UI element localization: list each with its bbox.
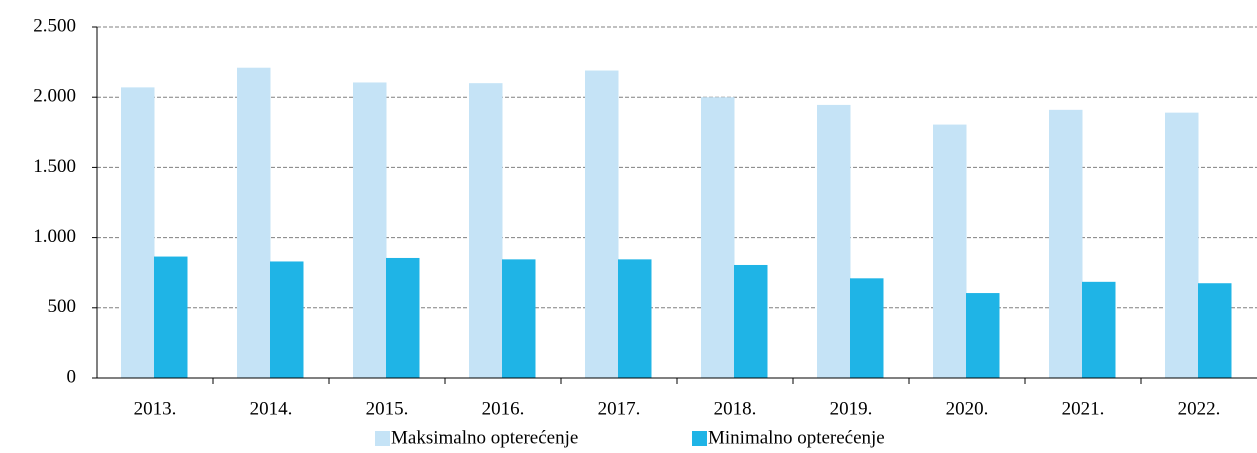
bar <box>933 124 967 378</box>
x-tick-label: 2020. <box>946 398 989 419</box>
y-tick-label: 0 <box>67 366 77 387</box>
bar <box>618 259 652 378</box>
x-tick-label: 2013. <box>134 398 177 419</box>
x-tick-label: 2022. <box>1178 398 1221 419</box>
x-tick-label: 2021. <box>1062 398 1105 419</box>
bar <box>386 257 420 378</box>
bar <box>817 104 851 378</box>
x-tick-label: 2018. <box>714 398 757 419</box>
bar <box>1082 281 1116 378</box>
bar <box>270 261 304 378</box>
bar <box>734 264 768 378</box>
bar <box>1049 109 1083 378</box>
y-tick-label: 500 <box>48 296 77 317</box>
bar <box>850 278 884 378</box>
x-tick-label: 2017. <box>598 398 641 419</box>
y-tick-label: 1.500 <box>33 156 76 177</box>
legend-label: Maksimalno opterećenje <box>391 427 578 448</box>
legend-swatch <box>692 431 707 446</box>
bar <box>701 97 735 378</box>
legend-swatch <box>375 431 390 446</box>
x-tick-label: 2016. <box>482 398 525 419</box>
y-tick-label: 2.500 <box>33 15 76 36</box>
x-tick-label: 2019. <box>830 398 873 419</box>
bar <box>121 87 155 378</box>
bar <box>502 259 536 378</box>
x-tick-label: 2015. <box>366 398 409 419</box>
bar <box>154 256 188 378</box>
x-tick-label: 2014. <box>250 398 293 419</box>
y-tick-label: 2.000 <box>33 86 76 107</box>
bar <box>353 82 387 378</box>
y-tick-label: 1.000 <box>33 226 76 247</box>
bar <box>966 293 1000 378</box>
bar <box>237 67 271 378</box>
bar <box>469 83 503 378</box>
bar <box>1198 283 1232 378</box>
bar <box>585 70 619 379</box>
bar <box>1165 112 1199 379</box>
legend-label: Minimalno opterećenje <box>708 427 885 448</box>
